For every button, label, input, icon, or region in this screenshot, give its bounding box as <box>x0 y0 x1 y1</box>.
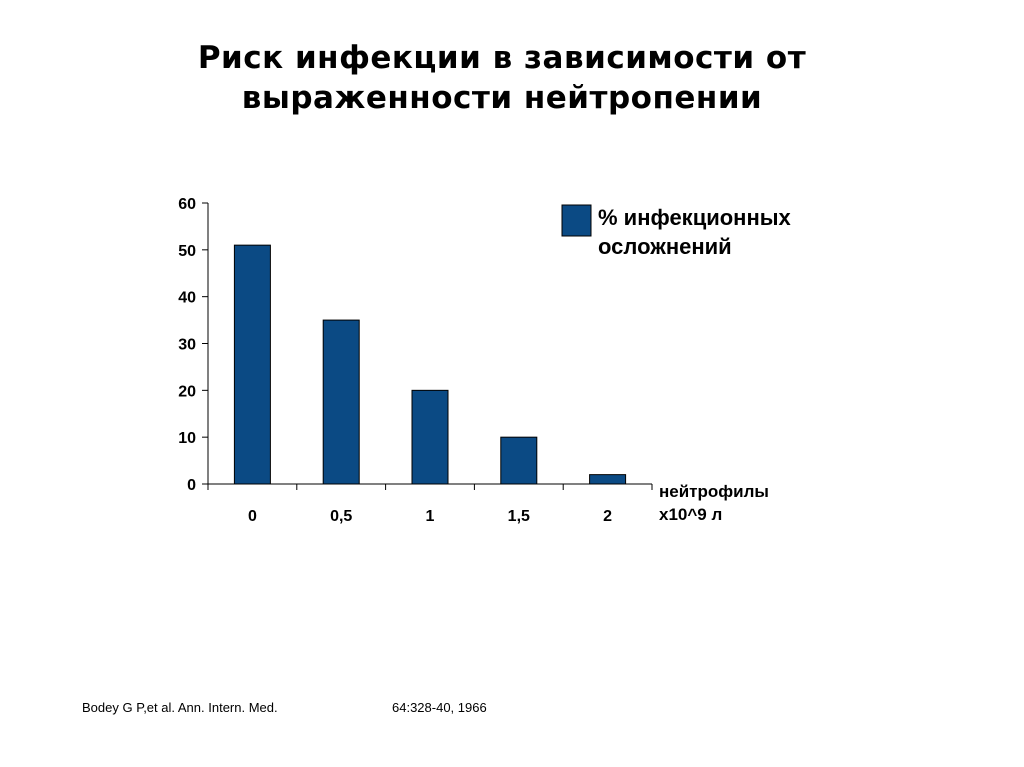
footer-citation: Bodey G P,et al. Ann. Intern. Med. <box>82 700 278 715</box>
y-tick-label: 10 <box>178 430 196 447</box>
x-tick-label: 2 <box>603 508 612 525</box>
x-tick-label: 1,5 <box>508 508 530 525</box>
bar <box>589 474 627 485</box>
y-tick-label: 0 <box>187 477 196 494</box>
bar <box>233 244 271 485</box>
x-axis-unit-label: нейтрофилы <box>659 482 769 501</box>
slide-title-line-2: выраженности нейтропении <box>241 80 763 116</box>
bar <box>500 436 538 485</box>
slide-title-line-1: Риск инфекции в зависимости от <box>197 40 807 76</box>
legend-label: % инфекционных <box>598 205 792 230</box>
bar <box>411 389 449 485</box>
slide-title: Риск инфекции в зависимости от выраженно… <box>0 38 1004 118</box>
x-tick-label: 1 <box>426 508 435 525</box>
y-tick-label: 40 <box>178 290 196 307</box>
legend-label: осложнений <box>598 234 732 259</box>
y-tick-label: 50 <box>178 243 196 260</box>
legend-swatch <box>561 204 592 237</box>
y-tick-label: 20 <box>178 383 196 400</box>
x-tick-label: 0,5 <box>330 508 352 525</box>
x-tick-label: 0 <box>248 508 257 525</box>
bar <box>322 319 360 485</box>
footer-reference: 64:328-40, 1966 <box>392 700 487 715</box>
y-tick-label: 60 <box>178 196 196 213</box>
x-axis-unit-label: х10^9 л <box>659 505 722 524</box>
y-tick-label: 30 <box>178 337 196 354</box>
